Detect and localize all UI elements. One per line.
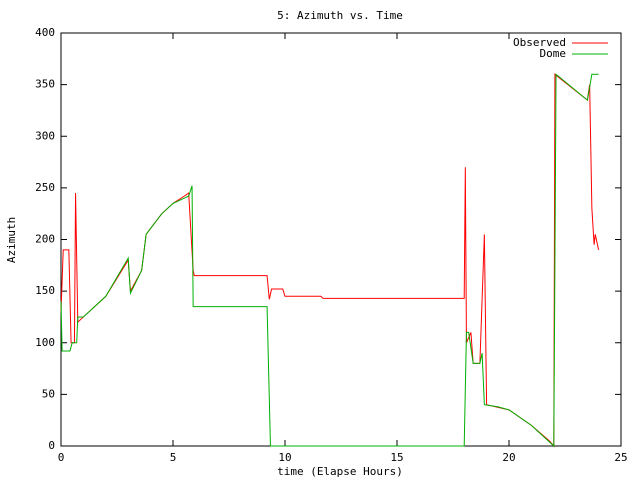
x-tick-label: 0 bbox=[58, 451, 65, 464]
chart-title: 5: Azimuth vs. Time bbox=[277, 9, 403, 22]
y-tick-label: 100 bbox=[35, 336, 55, 349]
y-tick-label: 0 bbox=[48, 439, 55, 452]
x-tick-label: 25 bbox=[614, 451, 627, 464]
x-tick-label: 10 bbox=[278, 451, 291, 464]
x-axis-label: time (Elapse Hours) bbox=[277, 465, 403, 478]
y-tick-label: 350 bbox=[35, 78, 55, 91]
y-tick-label: 150 bbox=[35, 284, 55, 297]
y-tick-label: 300 bbox=[35, 129, 55, 142]
legend-label: Dome bbox=[540, 47, 567, 60]
legend-label: Observed bbox=[513, 36, 566, 49]
x-tick-label: 15 bbox=[390, 451, 403, 464]
y-axis-label: Azimuth bbox=[5, 217, 18, 263]
x-tick-label: 5 bbox=[170, 451, 177, 464]
y-tick-label: 250 bbox=[35, 181, 55, 194]
y-tick-label: 200 bbox=[35, 233, 55, 246]
y-tick-label: 50 bbox=[42, 387, 55, 400]
y-tick-label: 400 bbox=[35, 26, 55, 39]
x-tick-label: 20 bbox=[502, 451, 515, 464]
series-line bbox=[60, 73, 599, 448]
